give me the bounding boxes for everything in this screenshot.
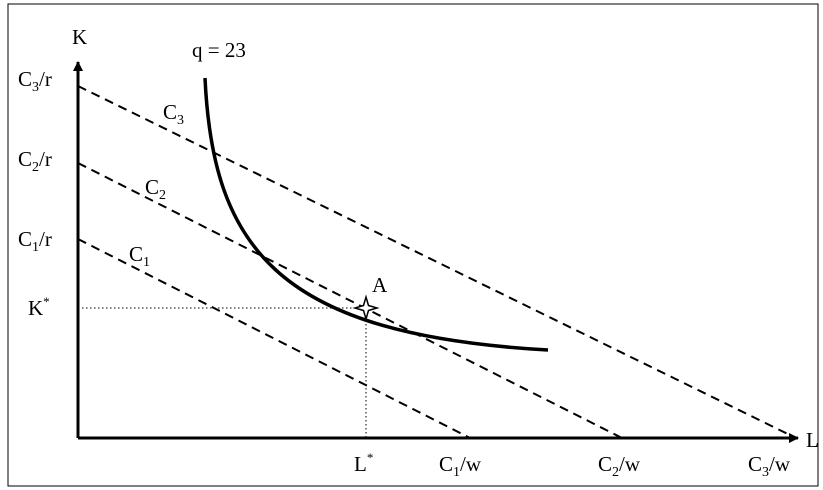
optimum-point-marker xyxy=(352,294,380,322)
isocost-line-c1 xyxy=(77,238,471,439)
y-intercept-label-c1: C1/r xyxy=(18,227,52,255)
isocost-name-c2: C2 xyxy=(145,175,166,203)
isocost-line-c3 xyxy=(77,85,797,439)
y-axis-label: K xyxy=(72,25,87,49)
isoquant-label: q = 23 xyxy=(192,38,246,62)
x-axis-label: L xyxy=(806,428,819,452)
y-intercept-label-c2: C2/r xyxy=(18,147,52,175)
y-intercept-label-c3: C3/r xyxy=(18,67,52,95)
diagram-frame xyxy=(7,3,819,487)
isocost-name-c1: C1 xyxy=(129,242,150,270)
x-intercept-label-c1: C1/w xyxy=(439,452,482,480)
isocost-name-c3: C3 xyxy=(163,100,184,128)
isocost-line-c2 xyxy=(77,162,623,439)
l-star-label: L* xyxy=(354,450,373,476)
isoquant-curve xyxy=(203,77,549,352)
optimum-point-label: A xyxy=(372,273,388,297)
x-intercept-label-c2: C2/w xyxy=(598,452,641,480)
x-intercept-label-c3: C3/w xyxy=(748,452,791,480)
k-star-label: K* xyxy=(28,294,50,320)
